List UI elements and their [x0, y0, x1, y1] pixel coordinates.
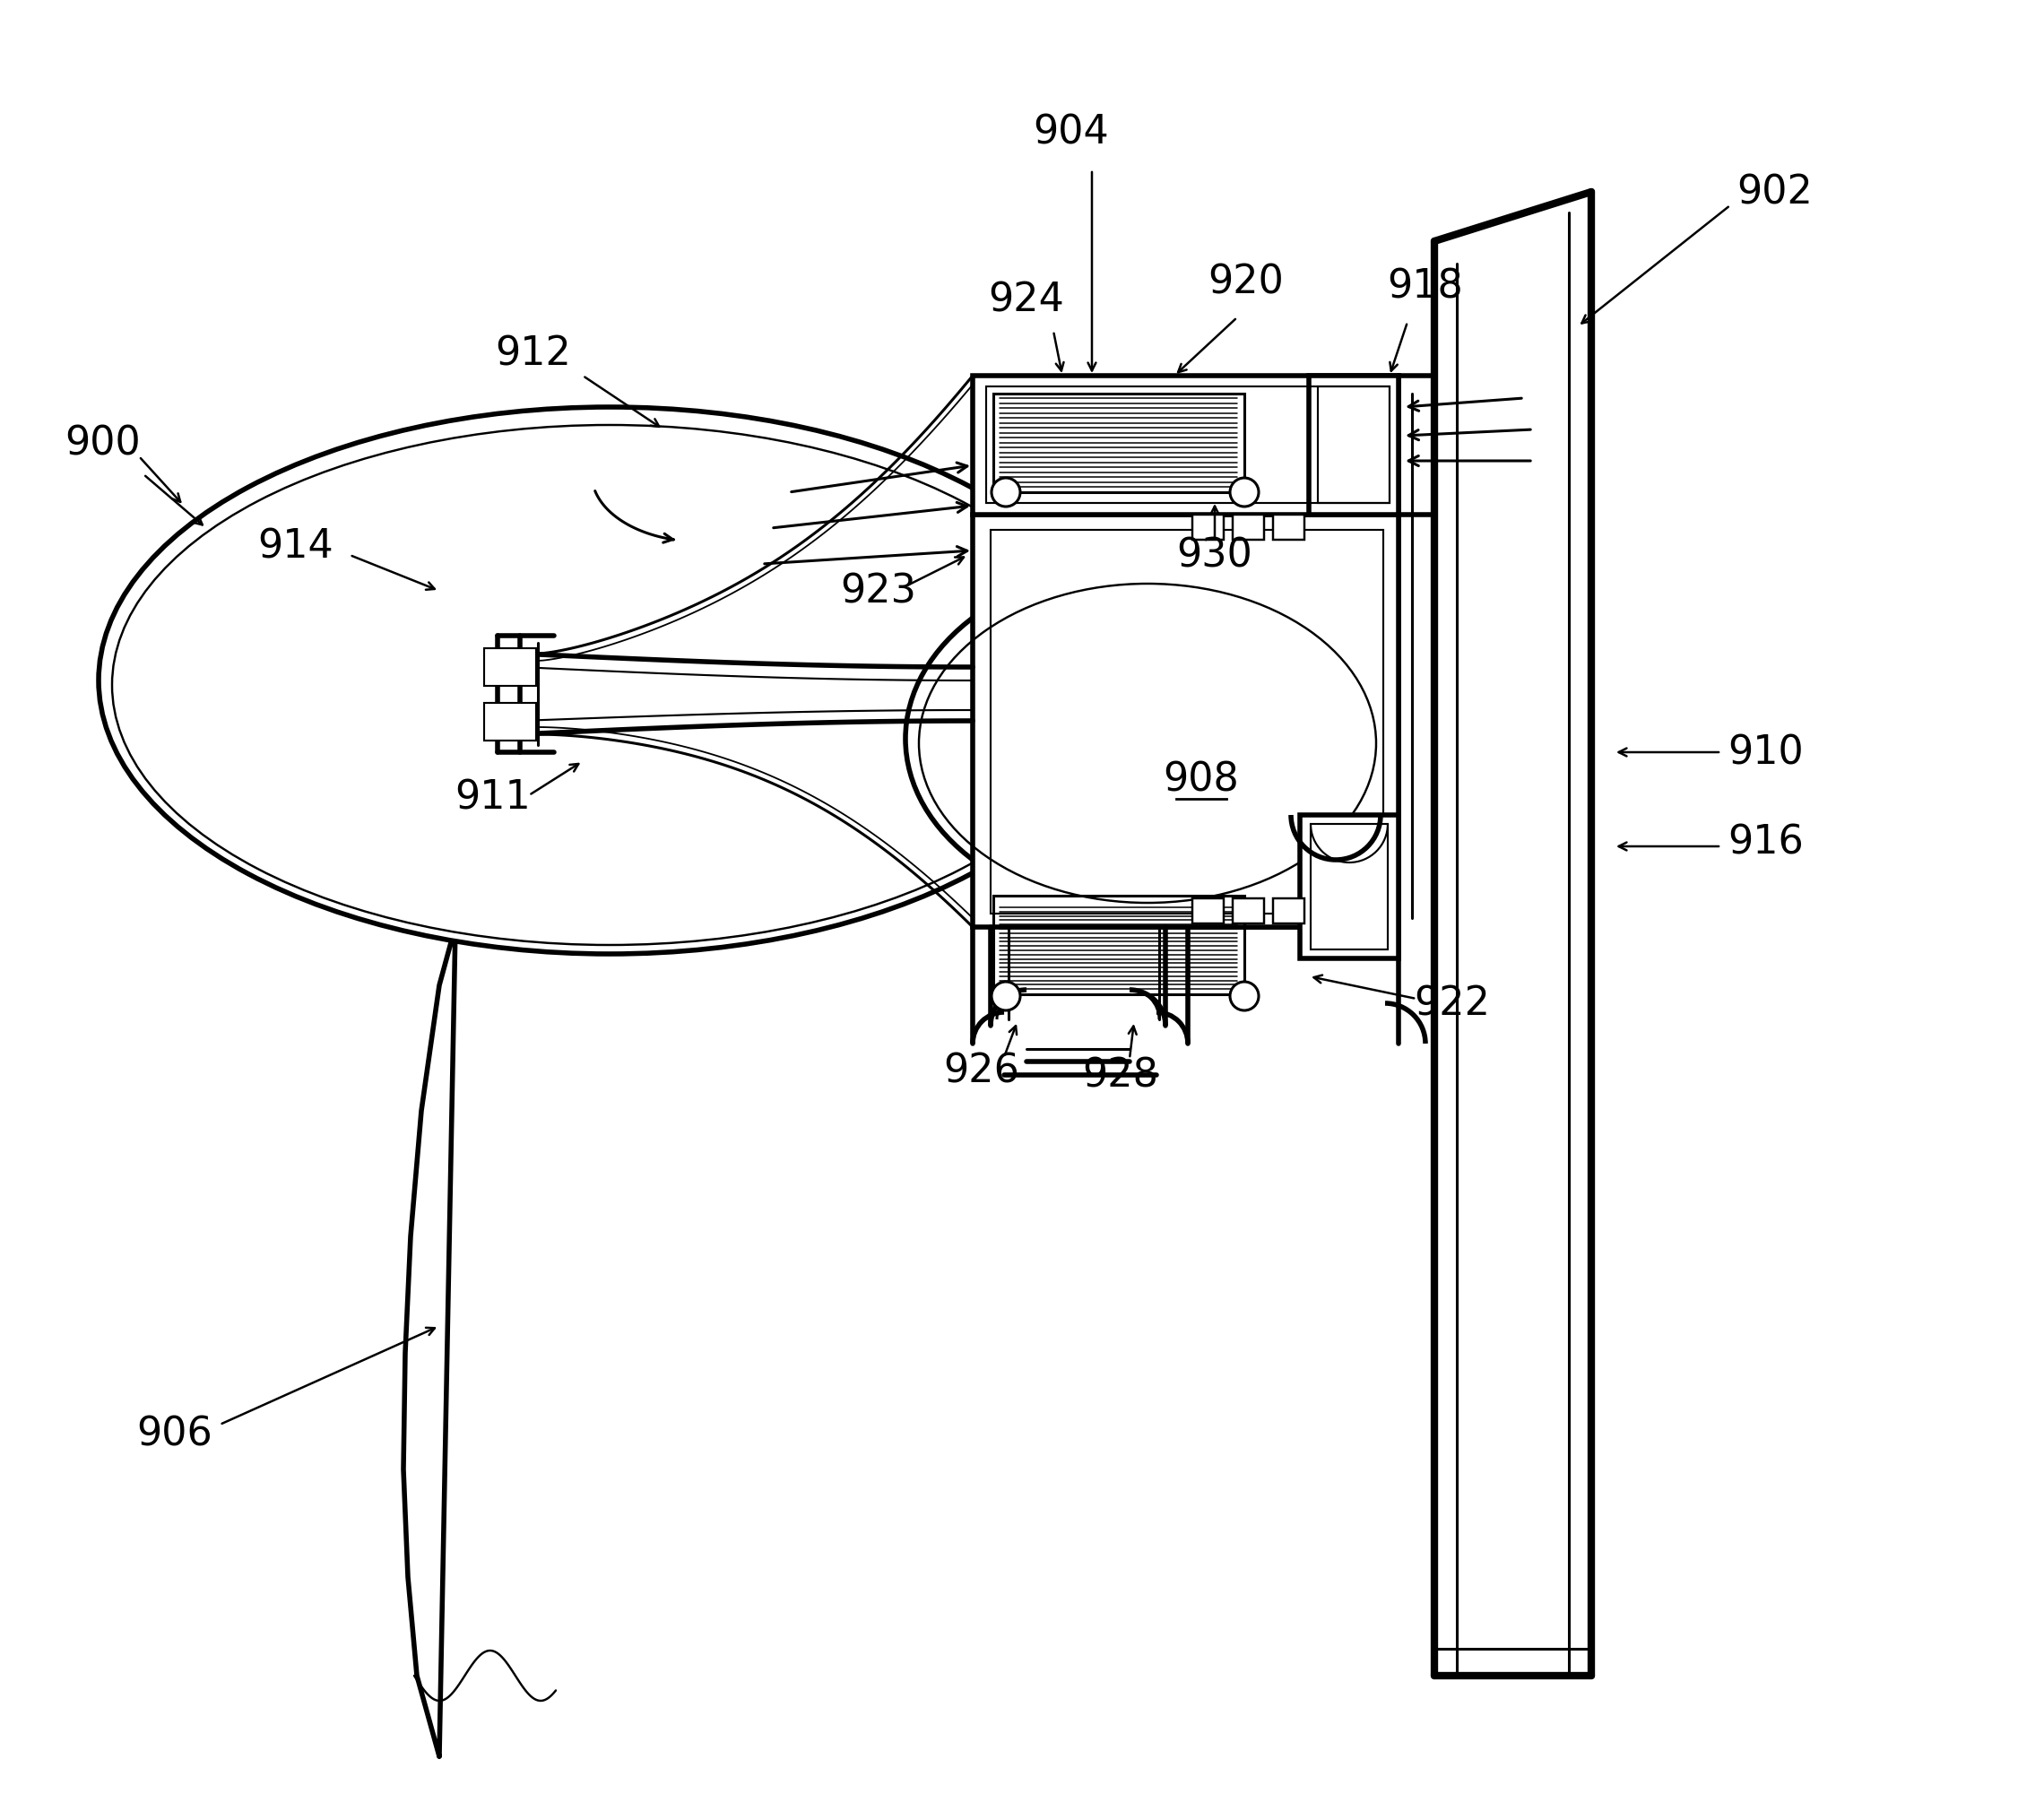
Ellipse shape — [906, 564, 1390, 914]
Text: 920: 920 — [1209, 264, 1283, 302]
Text: 904: 904 — [1033, 113, 1110, 151]
Ellipse shape — [991, 983, 1021, 1010]
Bar — [1273, 515, 1304, 541]
Text: 930: 930 — [1176, 537, 1253, 575]
Ellipse shape — [1231, 479, 1259, 508]
Text: 906: 906 — [137, 1414, 212, 1452]
Bar — [987, 388, 1390, 504]
Text: 922: 922 — [1415, 985, 1491, 1023]
Bar — [993, 395, 1245, 493]
Bar — [484, 704, 537, 741]
Bar — [993, 895, 1245, 996]
Text: 926: 926 — [944, 1052, 1019, 1090]
Bar — [1300, 815, 1398, 959]
Text: 910: 910 — [1727, 733, 1804, 772]
Bar — [1318, 388, 1390, 504]
Bar — [973, 377, 1398, 515]
Text: 911: 911 — [456, 779, 531, 817]
Text: 916: 916 — [1727, 823, 1804, 861]
Polygon shape — [404, 637, 569, 1756]
Bar — [484, 648, 537, 686]
Ellipse shape — [1231, 983, 1259, 1010]
Text: 908: 908 — [1162, 761, 1239, 799]
Text: 924: 924 — [989, 280, 1066, 320]
Text: 912: 912 — [494, 335, 571, 373]
Bar — [1310, 824, 1388, 950]
Bar — [1233, 515, 1263, 541]
Text: 918: 918 — [1388, 268, 1463, 306]
Text: 914: 914 — [258, 528, 333, 566]
Ellipse shape — [99, 408, 1120, 954]
Bar — [1273, 899, 1304, 925]
Text: 902: 902 — [1737, 173, 1812, 211]
Text: 900: 900 — [65, 424, 141, 462]
Text: 928: 928 — [1082, 1056, 1158, 1094]
Bar — [1193, 515, 1223, 541]
Bar — [973, 515, 1398, 928]
Bar — [991, 530, 1382, 914]
Bar — [1310, 377, 1398, 515]
Ellipse shape — [991, 479, 1021, 508]
Text: 923: 923 — [839, 571, 916, 612]
Bar — [1233, 899, 1263, 925]
Bar — [1193, 899, 1223, 925]
